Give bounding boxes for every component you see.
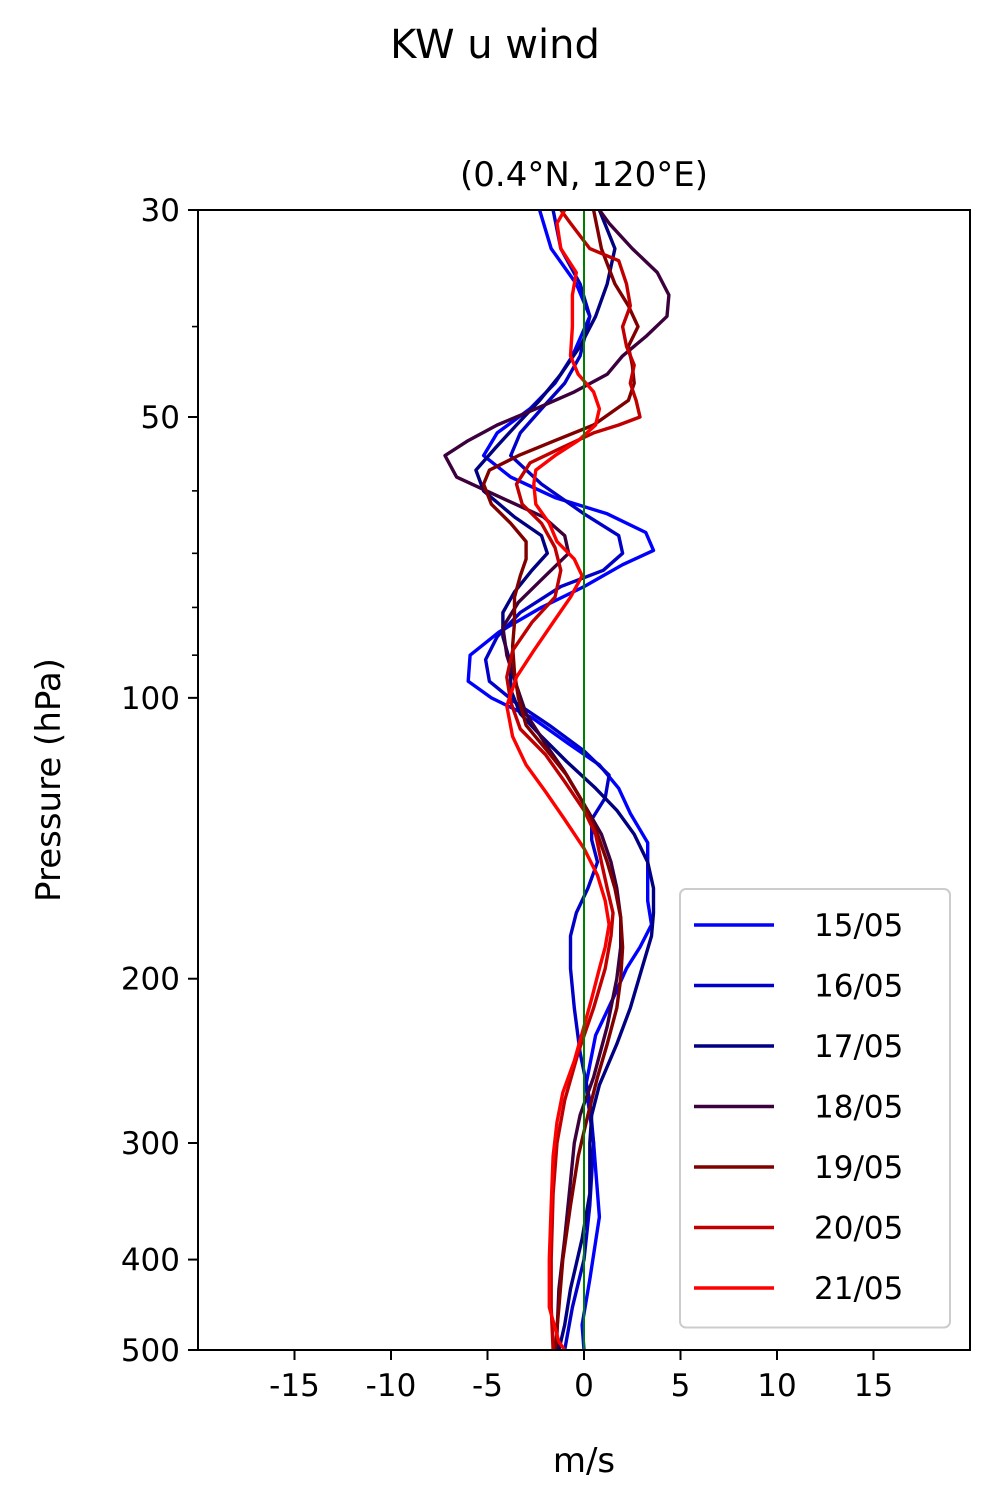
figure-suptitle: KW u wind bbox=[390, 22, 600, 68]
chart-title: (0.4°N, 120°E) bbox=[460, 155, 708, 195]
legend-box bbox=[679, 888, 951, 1329]
x-axis-label: m/s bbox=[553, 1441, 615, 1481]
x-tick-label: 10 bbox=[757, 1368, 796, 1404]
x-tick-label: -10 bbox=[366, 1368, 417, 1404]
legend-label: 15/05 bbox=[814, 908, 903, 944]
y-tick-label: 30 bbox=[141, 193, 180, 229]
series-line-19-05 bbox=[481, 209, 640, 1351]
legend-label: 16/05 bbox=[814, 969, 903, 1005]
y-tick-label: 500 bbox=[121, 1333, 180, 1369]
y-tick-label: 200 bbox=[121, 962, 180, 998]
legend-label: 17/05 bbox=[814, 1029, 903, 1065]
series-line-17-05 bbox=[474, 209, 656, 1351]
x-tick-label: 5 bbox=[671, 1368, 691, 1404]
series-line-18-05 bbox=[443, 208, 671, 1350]
legend-label: 19/05 bbox=[814, 1150, 903, 1186]
axes: -15 -10 -5 0 5 10 15 30 50 100 200 300 400 500 bbox=[121, 193, 971, 1404]
legend-label: 21/05 bbox=[814, 1271, 903, 1307]
series-line-21-05 bbox=[505, 209, 611, 1351]
series-line-15-05 bbox=[466, 209, 656, 1351]
x-tick-label: -5 bbox=[472, 1368, 503, 1404]
x-tick-label: 15 bbox=[854, 1368, 893, 1404]
x-tick-label: -15 bbox=[269, 1368, 320, 1404]
y-tick-label: 400 bbox=[121, 1243, 180, 1279]
y-tick-label: 300 bbox=[121, 1126, 180, 1162]
legend-label: 20/05 bbox=[814, 1211, 903, 1247]
x-tick-label: 0 bbox=[574, 1368, 594, 1404]
legend: 15/05 16/05 17/05 18/05 19/05 20/05 21/05 bbox=[679, 888, 951, 1329]
y-axis-label: Pressure (hPa) bbox=[29, 658, 69, 902]
plot-area bbox=[443, 208, 671, 1351]
y-tick-label: 50 bbox=[141, 400, 180, 436]
y-tick-label: 100 bbox=[121, 681, 180, 717]
legend-label: 18/05 bbox=[814, 1090, 903, 1126]
series-line-20-05 bbox=[505, 208, 642, 1351]
